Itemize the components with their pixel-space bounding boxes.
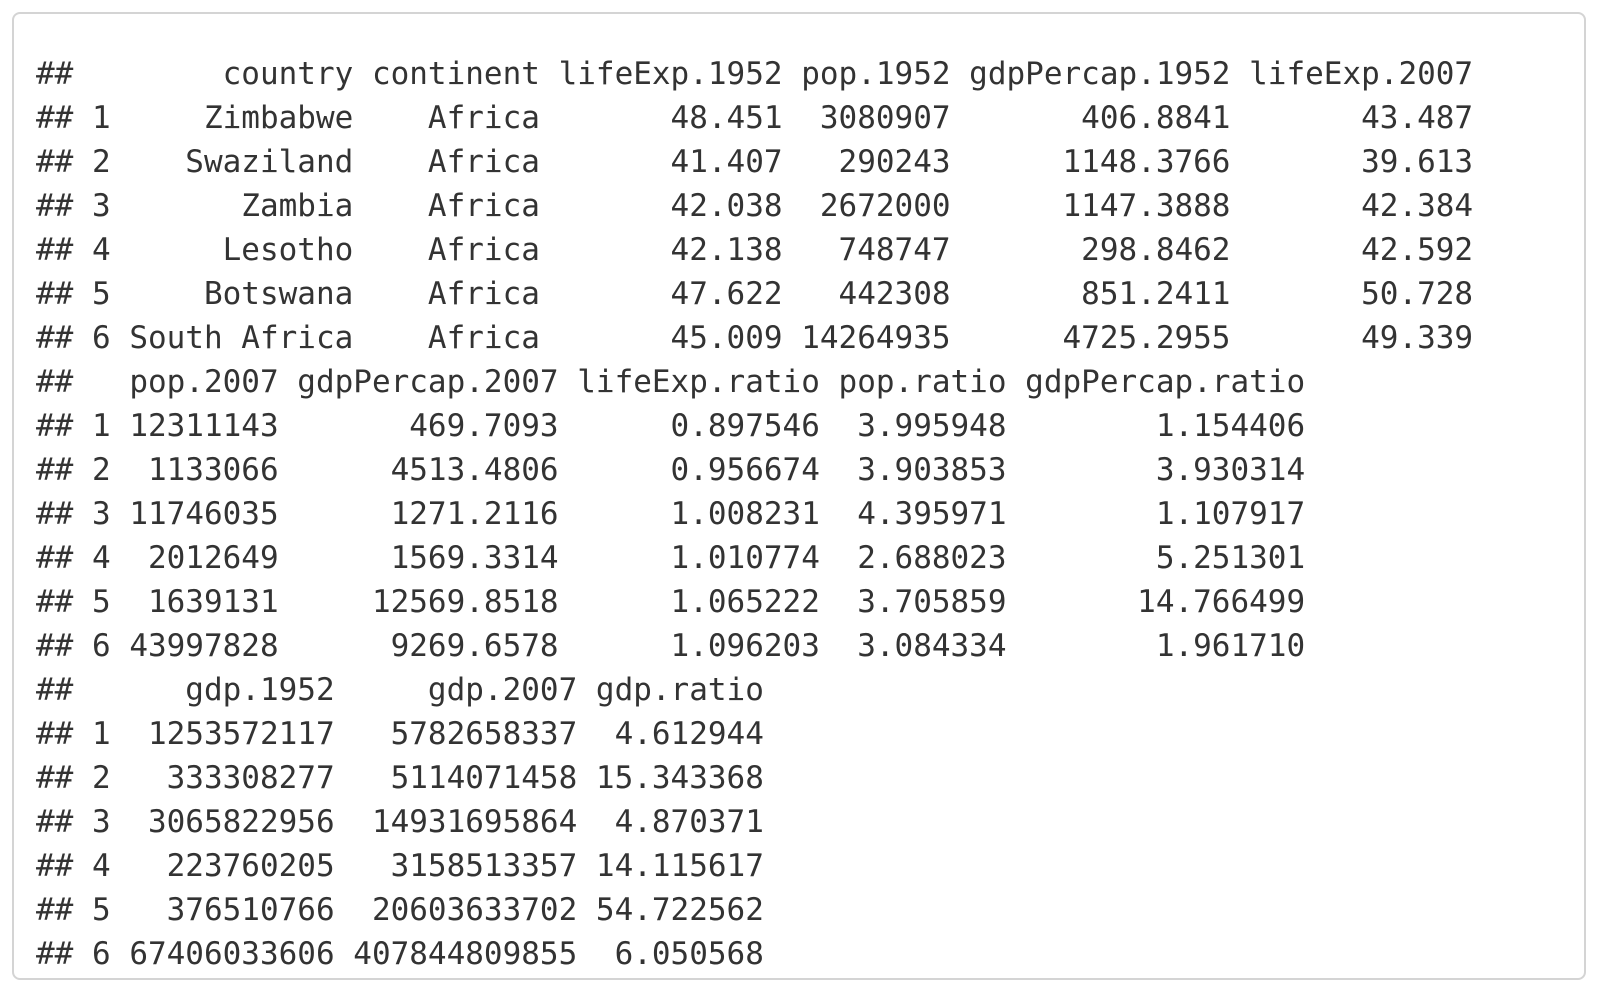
output-line: ## 1 12311143 469.7093 0.897546 3.995948… xyxy=(36,408,1306,444)
output-line: ## gdp.1952 gdp.2007 gdp.ratio xyxy=(36,672,764,708)
output-line: ## 2 333308277 5114071458 15.343368 xyxy=(36,760,764,796)
console-output-block: ## country continent lifeExp.1952 pop.19… xyxy=(12,12,1586,980)
output-line: ## 5 376510766 20603633702 54.722562 xyxy=(36,892,764,928)
output-line: ## 5 1639131 12569.8518 1.065222 3.70585… xyxy=(36,584,1306,620)
output-line: ## 2 1133066 4513.4806 0.956674 3.903853… xyxy=(36,452,1306,488)
output-line: ## 6 67406033606 407844809855 6.050568 xyxy=(36,936,764,972)
output-line: ## 3 Zambia Africa 42.038 2672000 1147.3… xyxy=(36,188,1474,224)
console-output[interactable]: ## country continent lifeExp.1952 pop.19… xyxy=(36,52,1473,976)
output-line: ## 6 South Africa Africa 45.009 14264935… xyxy=(36,320,1474,356)
output-line: ## 5 Botswana Africa 47.622 442308 851.2… xyxy=(36,276,1474,312)
output-line: ## 4 223760205 3158513357 14.115617 xyxy=(36,848,764,884)
output-line: ## 1 Zimbabwe Africa 48.451 3080907 406.… xyxy=(36,100,1474,136)
output-line: ## pop.2007 gdpPercap.2007 lifeExp.ratio… xyxy=(36,364,1306,400)
output-line: ## 1 1253572117 5782658337 4.612944 xyxy=(36,716,764,752)
output-line: ## 3 11746035 1271.2116 1.008231 4.39597… xyxy=(36,496,1306,532)
output-line: ## 3 3065822956 14931695864 4.870371 xyxy=(36,804,764,840)
output-line: ## 6 43997828 9269.6578 1.096203 3.08433… xyxy=(36,628,1306,664)
output-line: ## country continent lifeExp.1952 pop.19… xyxy=(36,56,1474,92)
output-line: ## 2 Swaziland Africa 41.407 290243 1148… xyxy=(36,144,1474,180)
output-line: ## 4 Lesotho Africa 42.138 748747 298.84… xyxy=(36,232,1474,268)
output-line: ## 4 2012649 1569.3314 1.010774 2.688023… xyxy=(36,540,1306,576)
